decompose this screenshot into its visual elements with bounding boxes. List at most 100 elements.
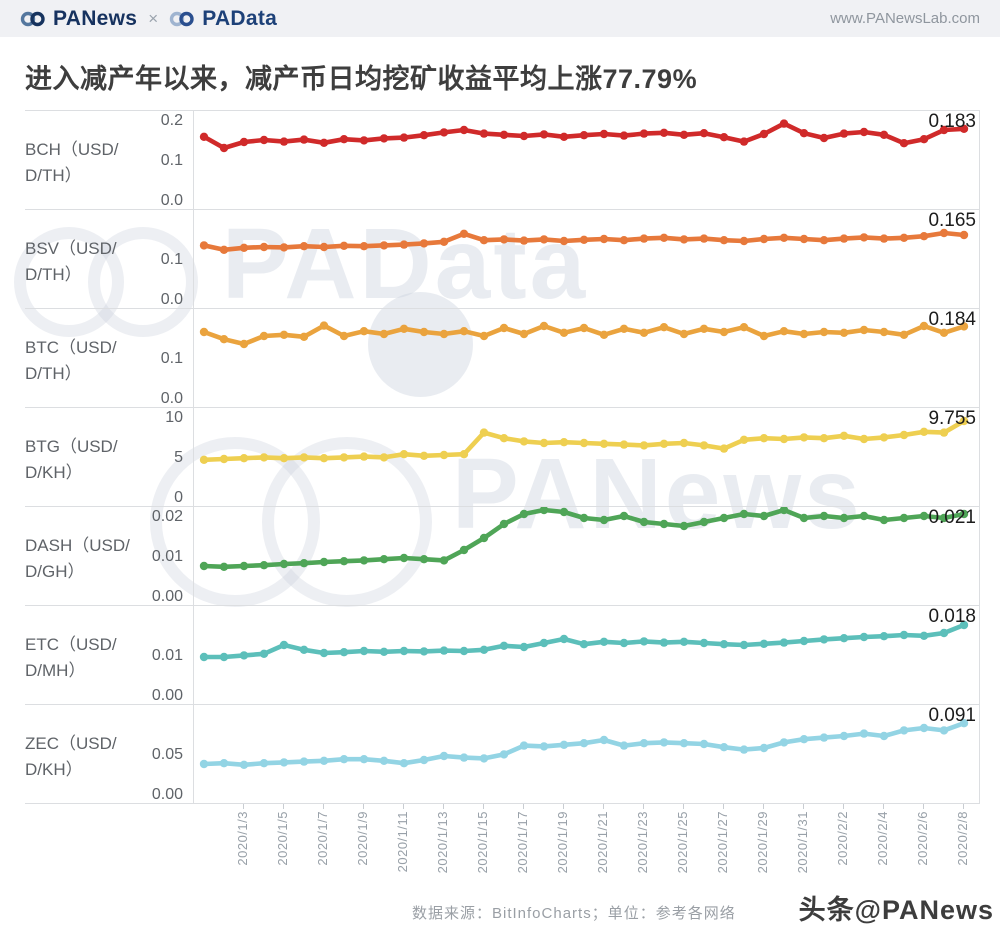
y-tick-label: 0.01 — [151, 548, 183, 565]
x-tick-mark — [323, 804, 324, 809]
y-tick-label: 0.00 — [151, 687, 183, 704]
plot-area: 9.755 — [193, 408, 980, 506]
y-axis-ticks: 0.1 0.0 — [130, 210, 193, 308]
y-axis-ticks: 0.1 0.0 — [130, 309, 193, 407]
line-series — [199, 119, 969, 153]
end-value-label: 0.018 — [928, 606, 976, 627]
x-tick-mark — [643, 804, 644, 809]
plot-area: 0.018 — [193, 606, 980, 704]
x-tick-label: 2020/1/17 — [515, 811, 530, 874]
y-axis-ticks: 0.01 0.00 — [130, 606, 193, 704]
brand-panews: PANews — [53, 6, 138, 30]
x-tick-mark — [403, 804, 404, 809]
y-tick-label: 0.05 — [151, 746, 183, 763]
row-label: ZEC（USD/D/KH） — [25, 734, 117, 779]
y-tick-label: 0.2 — [160, 112, 183, 129]
x-tick-label: 2020/1/7 — [315, 811, 330, 866]
x-tick-label: 2020/1/25 — [675, 811, 690, 874]
x-tick-mark — [563, 804, 564, 809]
x-tick-mark — [603, 804, 604, 809]
watermark-toutiao-panews: 头条@PANews — [798, 895, 994, 925]
end-value-label: 0.091 — [928, 705, 976, 726]
infographic-card: PAData PANews 进入减产年以来，减产币日均挖矿收益平均上涨77.79… — [0, 37, 1000, 940]
y-tick-label: 0.0 — [160, 390, 183, 407]
x-tick-mark — [483, 804, 484, 809]
y-tick-label: 0 — [174, 489, 183, 506]
end-value-label: 0.183 — [928, 111, 976, 132]
plot-area: 0.183 — [193, 111, 980, 209]
data-source-note: 数据来源：BitInfoCharts；单位：参考各网络 — [412, 905, 736, 922]
plot-area: 0.091 — [193, 705, 980, 803]
end-value-label: 0.184 — [928, 309, 976, 330]
x-axis-labels: 2020/1/3 2020/1/5 2020/1/7 2020/1/9 2020/1/1… — [193, 804, 980, 892]
y-tick-label: 0.1 — [160, 350, 183, 367]
chart-table: BCH（USD/D/TH） 0.2 0.1 0.0 0.183 BSV（USD/D/… — [25, 110, 980, 804]
y-axis-ticks: 0.2 0.1 0.0 — [130, 111, 193, 209]
row-label: ETC（USD/D/MH） — [25, 635, 117, 680]
watermark-padata: PAData — [222, 208, 589, 320]
x-tick-label: 2020/2/2 — [835, 811, 850, 866]
end-value-label: 0.165 — [928, 210, 976, 231]
y-axis-ticks: 0.05 0.00 — [130, 705, 193, 803]
x-tick-mark — [963, 804, 964, 809]
x-tick-label: 2020/1/31 — [795, 811, 810, 874]
x-tick-label: 2020/1/9 — [355, 811, 370, 866]
chart-row-btc: BTC（USD/D/TH） 0.1 0.0 0.184 — [25, 309, 980, 408]
watermark-panews: PANews — [452, 438, 863, 550]
y-tick-label: 0.01 — [151, 647, 183, 664]
x-tick-label: 2020/2/4 — [875, 811, 890, 866]
x-tick-label: 2020/1/29 — [755, 811, 770, 874]
line-series — [199, 416, 969, 464]
x-tick-mark — [763, 804, 764, 809]
x-tick-mark — [723, 804, 724, 809]
x-tick-mark — [883, 804, 884, 809]
line-series — [199, 507, 969, 571]
x-tick-mark — [283, 804, 284, 809]
x-tick-label: 2020/1/23 — [635, 811, 650, 874]
x-tick-mark — [243, 804, 244, 809]
row-label: BTC（USD/D/TH） — [25, 338, 117, 383]
y-axis-ticks: 10 5 0 — [130, 408, 193, 506]
watermark-layer: PAData PANews — [0, 37, 1000, 940]
x-tick-label: 2020/1/21 — [595, 811, 610, 874]
line-series — [199, 321, 969, 349]
y-tick-label: 0.1 — [160, 251, 183, 268]
x-tick-label: 2020/1/11 — [395, 811, 410, 873]
brand-padata: PAData — [202, 6, 278, 30]
x-tick-mark — [923, 804, 924, 809]
chart-row-zec: ZEC（USD/D/KH） 0.05 0.00 0.091 — [25, 705, 980, 804]
line-series — [199, 620, 969, 662]
row-label: BTG（USD/D/KH） — [25, 437, 118, 482]
row-label: DASH（USD/D/GH） — [25, 536, 130, 581]
x-tick-mark — [843, 804, 844, 809]
x-tick-label: 2020/1/15 — [475, 811, 490, 874]
plot-area: 0.165 — [193, 210, 980, 308]
x-tick-label: 2020/1/5 — [275, 811, 290, 866]
end-value-label: 0.021 — [928, 507, 976, 528]
chart-row-bsv: BSV（USD/D/TH） 0.1 0.0 0.165 — [25, 210, 980, 309]
x-tick-label: 2020/2/8 — [955, 811, 970, 866]
x-tick-mark — [363, 804, 364, 809]
brand-separator: × — [148, 8, 159, 28]
x-tick-label: 2020/1/27 — [715, 811, 730, 874]
chart-row-bch: BCH（USD/D/TH） 0.2 0.1 0.0 0.183 — [25, 111, 980, 210]
x-tick-label: 2020/1/19 — [555, 811, 570, 874]
x-tick-label: 2020/1/3 — [235, 811, 250, 866]
chart-row-etc: ETC（USD/D/MH） 0.01 0.00 0.018 — [25, 606, 980, 705]
top-bar: PANews × PAData www.PANewsLab.com — [0, 0, 1000, 37]
plot-area: 0.184 — [193, 309, 980, 407]
y-tick-label: 0.00 — [151, 588, 183, 605]
y-tick-label: 0.00 — [151, 786, 183, 803]
y-tick-label: 5 — [174, 449, 183, 466]
watermark-dot — [368, 292, 473, 397]
x-tick-label: 2020/1/13 — [435, 811, 450, 874]
chart-row-dash: DASH（USD/D/GH） 0.02 0.01 0.00 0.021 — [25, 507, 980, 606]
x-tick-mark — [523, 804, 524, 809]
x-tick-mark — [683, 804, 684, 809]
plot-area: 0.021 — [193, 507, 980, 605]
row-label: BCH（USD/D/TH） — [25, 140, 119, 185]
y-tick-label: 0.0 — [160, 291, 183, 308]
x-tick-label: 2020/2/6 — [915, 811, 930, 866]
line-series — [199, 719, 969, 769]
x-tick-mark — [443, 804, 444, 809]
